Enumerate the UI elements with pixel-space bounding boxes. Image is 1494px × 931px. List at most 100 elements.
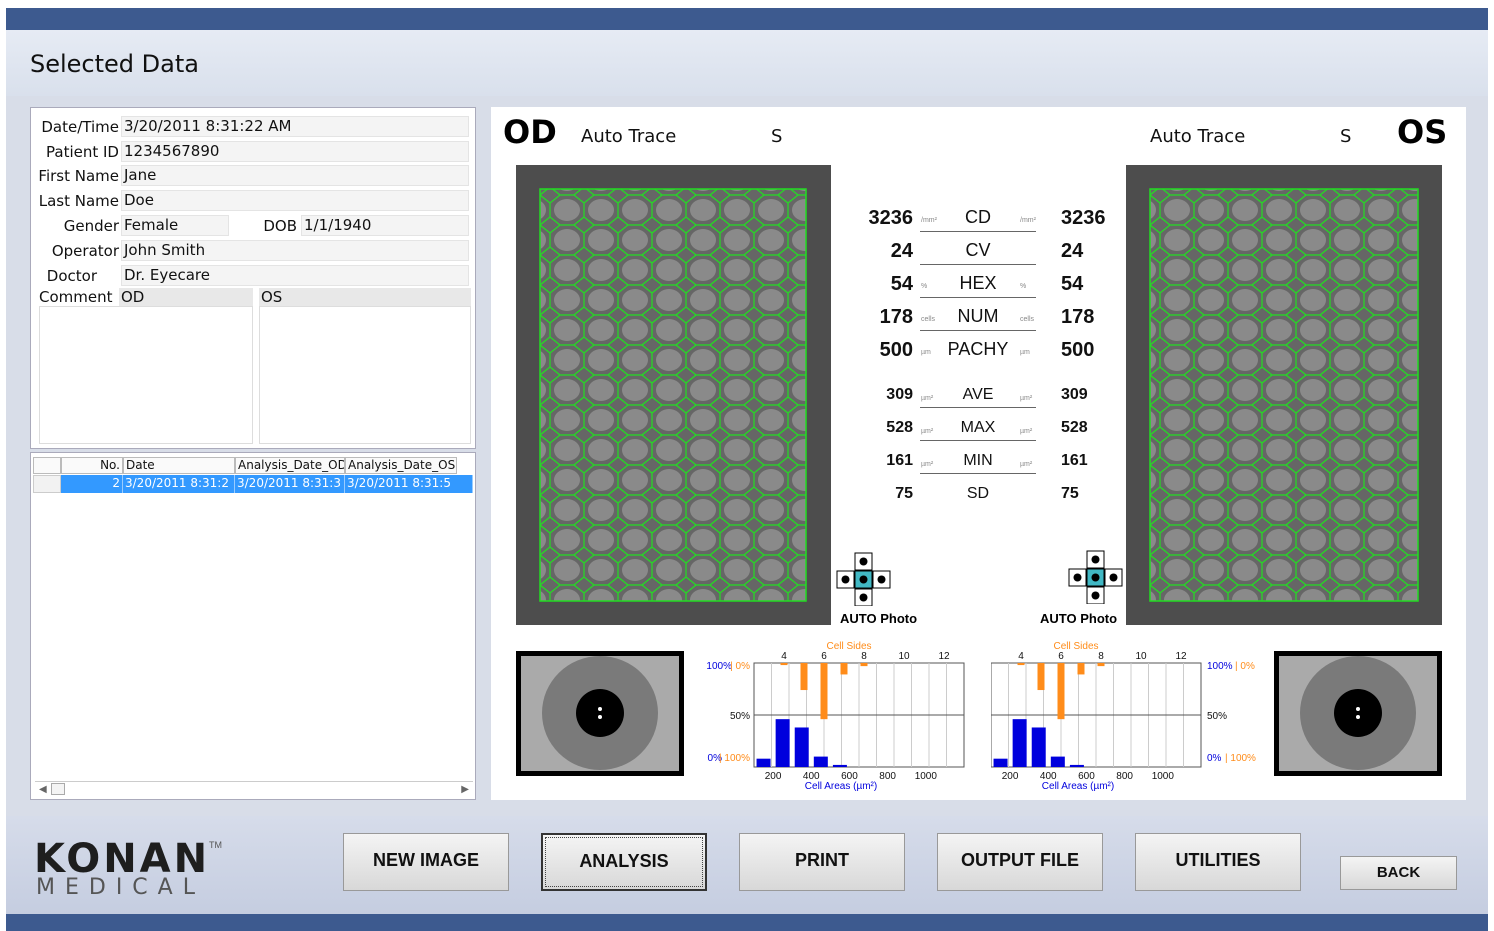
page-title: Selected Data [30,50,199,78]
stat-divider [920,264,1036,265]
area-bar [756,758,771,767]
stat-unit-od-max: µm² [921,428,934,435]
stat-os-sd: 75 [1061,485,1079,502]
grid-corner [33,457,61,474]
grid-cell-date[interactable]: 3/20/2011 8:31:2 [123,475,235,493]
area-tick-1000: 1000 [915,771,938,782]
sides-bar [1097,663,1105,667]
record-grid: No. Date Analysis_Date_OD Analysis_Date_… [30,452,476,800]
sides-bar [780,663,788,666]
side-tick-12: 12 [1175,651,1187,662]
stat-od-max: 528 [886,419,913,436]
grid-header-no[interactable]: No. [61,457,123,474]
footer-bar [6,914,1488,931]
y-bottom-blue: 0% [708,753,723,764]
comment-os-box[interactable] [259,306,471,444]
doctor-value[interactable]: Dr. Eyecare [121,265,469,286]
stat-divider [920,407,1036,408]
stat-unit-od-num: cells [921,316,936,323]
comment-od-header: OD [119,288,253,306]
stat-divider [920,440,1036,441]
sides-bar [1077,663,1085,675]
grid-cell-analysis-os[interactable]: 3/20/2011 8:31:5 [345,475,473,493]
stat-od-hex: 54 [890,273,913,295]
grid-row-selector[interactable] [33,475,61,493]
comment-od-box[interactable] [39,306,253,444]
comment-label: Comment [39,288,113,306]
y-bottom-orange: | 100% [1225,753,1256,764]
y-top-blue: 100% [1207,661,1233,672]
horizontal-scrollbar[interactable]: ◀ ▶ [35,781,473,797]
gender-value[interactable]: Female [121,215,229,236]
stat-os-hex: 54 [1061,273,1084,295]
back-button[interactable]: BACK [1340,856,1457,890]
area-bar [1031,727,1046,767]
od-auto-trace-label: Auto Trace [581,126,677,147]
print-button[interactable]: PRINT [739,833,905,891]
stat-divider [920,297,1036,298]
grid-header-analysis-os[interactable]: Analysis_Date_OS [345,457,457,474]
first-name-value[interactable]: Jane [121,165,469,186]
area-bar [832,764,847,767]
stat-od-min: 161 [886,452,913,469]
stat-od-cv: 24 [890,240,913,262]
chart-xlabel: Cell Areas (µm²) [805,781,877,792]
stat-divider [920,330,1036,331]
side-tick-10: 10 [898,651,910,662]
dob-value[interactable]: 1/1/1940 [301,215,469,236]
stat-unit-os-ave: µm² [1020,395,1033,402]
od-endothelium-image[interactable] [516,165,831,625]
operator-value[interactable]: John Smith [121,240,469,261]
scroll-thumb[interactable] [51,783,65,795]
os-fixation-target-icon [1068,550,1124,605]
side-tick-12: 12 [938,651,950,662]
patient-info-panel: Date/Time 3/20/2011 8:31:22 AM Patient I… [30,107,476,449]
od-eye-photo[interactable] [516,651,684,776]
os-eye-photo[interactable] [1274,651,1442,776]
area-bar [1050,756,1065,767]
stat-os-cv: 24 [1061,240,1084,262]
chart-title: Cell Sides [826,641,871,652]
area-tick-600: 600 [841,771,858,782]
os-cell-trace-overlay [1126,165,1442,625]
grid-cell-no[interactable]: 2 [61,475,123,493]
od-auto-photo-label: AUTO Photo [840,611,918,626]
new-image-button[interactable]: NEW IMAGE [343,833,509,891]
grid-header-analysis-od[interactable]: Analysis_Date_OD [235,457,345,474]
scroll-right-icon[interactable]: ▶ [461,784,469,795]
stat-name-ave: AVE [962,386,994,403]
stat-unit-os-pachy: µm [1020,349,1030,356]
side-tick-10: 10 [1135,651,1147,662]
analysis-button[interactable]: ANALYSIS [541,833,707,891]
os-auto-trace-label: Auto Trace [1150,126,1246,147]
stat-unit-os-cd: /mm² [1020,217,1036,224]
patient-id-value[interactable]: 1234567890 [121,141,469,162]
doctor-label: Doctor [46,267,97,285]
grid-header-date[interactable]: Date [123,457,235,474]
stat-name-num: NUM [957,306,999,326]
top-bar [6,8,1488,30]
last-name-value[interactable]: Doe [121,190,469,211]
utilities-button[interactable]: UTILITIES [1135,833,1301,891]
sides-bar [1037,663,1045,691]
area-bar [1069,764,1084,767]
comment-os-header: OS [259,288,471,306]
scroll-left-icon[interactable]: ◀ [39,784,47,795]
datetime-value[interactable]: 3/20/2011 8:31:22 AM [121,116,469,137]
area-bar [1012,719,1027,767]
y-mid: 50% [1207,711,1227,722]
os-endothelium-image[interactable] [1126,165,1442,625]
sides-bar [1057,663,1065,720]
stat-od-ave: 309 [886,386,913,403]
stat-unit-od-cd: /mm² [921,217,937,224]
analysis-panel: OD Auto Trace S Auto Trace S OS 3236 CD 32… [491,107,1466,800]
stat-od-num: 178 [879,306,913,328]
area-tick-600: 600 [1078,771,1095,782]
stat-name-hex: HEX [959,273,997,293]
grid-cell-analysis-od[interactable]: 3/20/2011 8:31:3 [235,475,345,493]
dob-label: DOB [263,217,297,235]
stat-name-pachy: PACHY [947,339,1009,359]
output-file-button[interactable]: OUTPUT FILE [937,833,1103,891]
last-name-label: Last Name [38,192,119,210]
